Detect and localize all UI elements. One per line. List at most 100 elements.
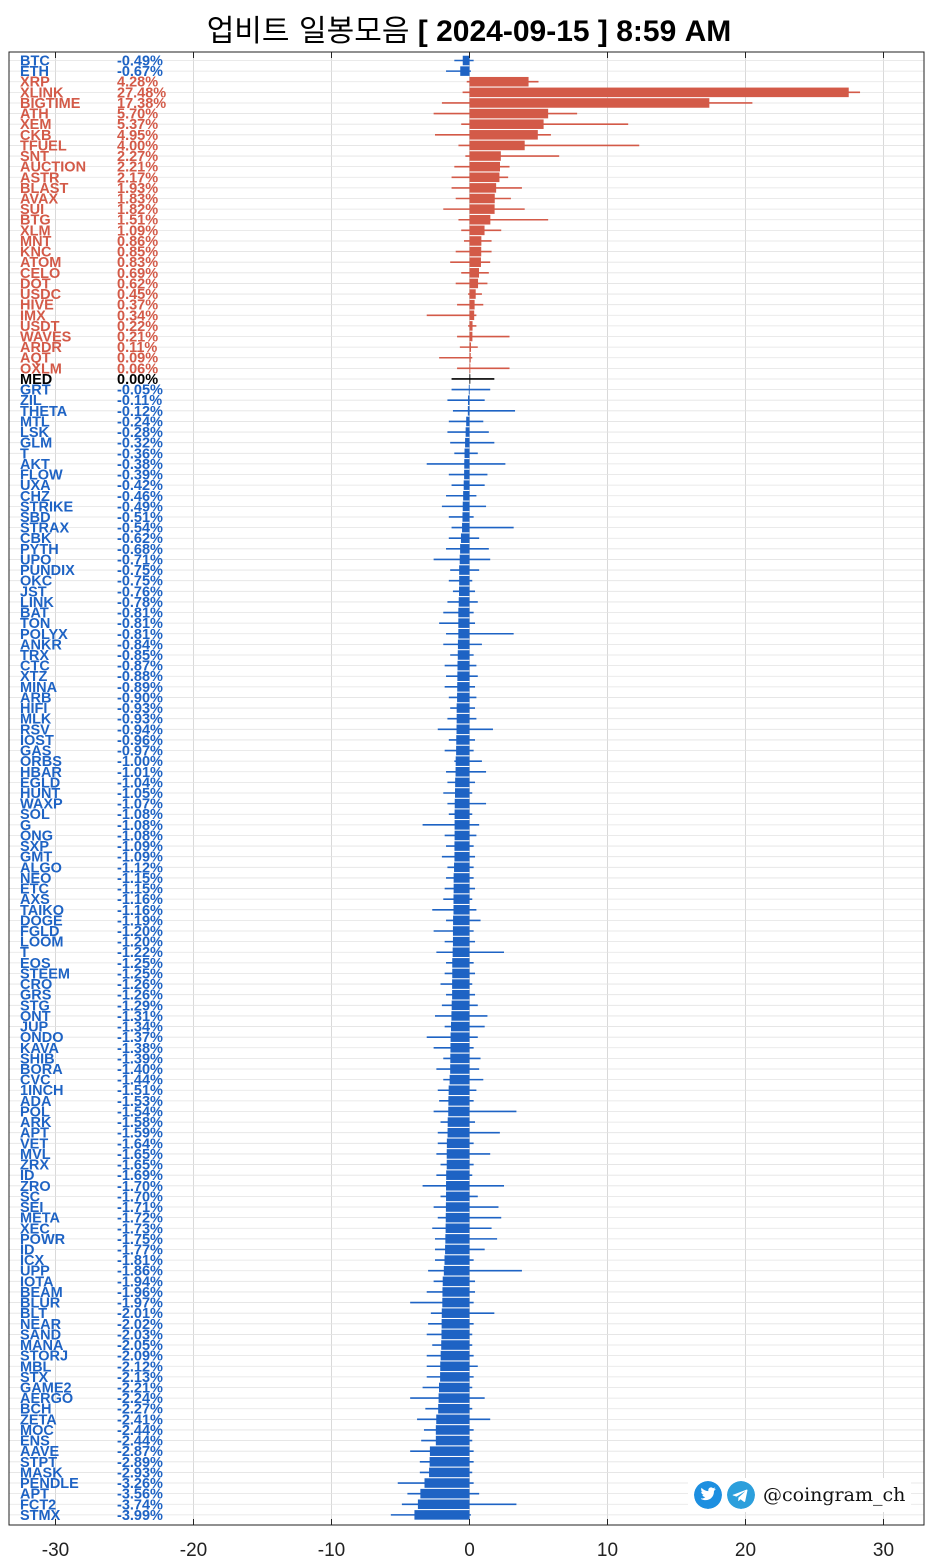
watermark: @coingram_ch [688,1478,912,1512]
coin-label: ARB [20,690,51,706]
bar [452,947,470,958]
pct-label: -0.89% [117,680,163,696]
coin-label: SNT [20,149,49,165]
coin-label: STEEM [20,966,70,982]
coin-label: WAVES [20,330,72,346]
bar [420,1488,470,1499]
pct-label: -2.87% [117,1444,163,1460]
coin-label: LOOM [20,935,64,951]
coin-label: ATOM [20,255,61,271]
row-labels: BTC -0.49% ETH -0.67% XRP 4.28% XLINK 27.48% BIG… [20,54,166,1524]
coin-label: LINK [20,595,54,611]
bar [469,236,482,246]
bar [452,968,470,979]
bar [435,1435,470,1446]
bar [459,575,470,586]
bar [443,1265,470,1276]
bar [447,1127,470,1138]
coin-label: CELO [20,266,60,282]
bar [469,363,471,374]
bar [465,437,470,448]
pct-label: -1.65% [117,1147,163,1163]
bar [455,777,470,788]
coin-label: WAXP [20,797,63,813]
bar [457,660,470,671]
pct-label: -1.15% [117,871,163,887]
pct-label: -0.90% [117,690,163,706]
pct-label: -0.46% [117,489,163,505]
pct-label: -2.89% [117,1455,163,1471]
coin-label: PYTH [20,542,59,558]
pct-label: -1.40% [117,1062,163,1078]
coin-label: STX [20,1370,49,1386]
pct-label: -1.86% [117,1264,163,1280]
bar [449,1074,470,1085]
bar [462,522,470,533]
coin-label: IOST [20,733,54,749]
coin-label: JUP [20,1020,49,1036]
bar [457,682,470,692]
coin-label: G [20,818,31,834]
coin-label: T [20,446,29,462]
coin-label: CKB [20,128,51,144]
bar [441,1319,470,1329]
pct-label: -1.31% [117,1009,163,1025]
coin-label: ZETA [20,1412,57,1428]
coin-label: ID [20,1168,35,1184]
bar [459,565,470,575]
pct-label: -1.44% [117,1073,163,1089]
pct-label: -2.41% [117,1412,163,1428]
title-prefix: 업비트 일봉모음 [206,14,410,49]
pct-label: -2.12% [117,1359,163,1375]
coin-label: USDC [20,287,62,303]
coin-label: MNT [20,234,52,250]
bar [424,1478,470,1488]
twitter-icon [694,1481,722,1509]
coin-label: STORJ [20,1349,68,1365]
bar [469,352,471,363]
coin-label: SOL [20,807,50,823]
coin-label: ID [20,1242,35,1258]
bar [452,979,470,989]
pct-label: -1.08% [117,828,163,844]
coin-label: UXA [20,478,51,494]
coin-label: BCH [20,1402,51,1418]
bar [469,268,480,278]
pct-label: 0.00% [117,372,158,388]
coin-label: TFUEL [20,138,67,154]
bar [453,873,470,883]
coin-label: GMT [20,850,52,866]
pct-label: -2.44% [117,1434,163,1450]
coin-label: NEO [20,871,51,887]
coin-label: CBK [20,531,52,547]
coin-label: 1INCH [20,1083,64,1099]
pct-label: -0.11% [117,393,162,409]
bar [450,1064,470,1074]
coin-label: GRS [20,988,52,1004]
pct-label: -1.75% [117,1232,163,1248]
coin-label: MTL [20,414,50,430]
coin-label: NEAR [20,1317,62,1333]
bar [460,544,470,554]
bar [441,1308,470,1318]
coin-label: DOGE [20,913,63,929]
bar [469,161,500,172]
coin-label: AKT [20,457,50,473]
coin-label: HIFI [20,701,47,717]
pct-label: 4.28% [117,75,158,91]
bar [469,299,475,310]
pct-label: 5.37% [117,117,158,133]
coin-label: POL [20,1104,50,1120]
pct-label: -0.93% [117,701,163,717]
bar [454,841,470,851]
coin-label: ONG [20,828,53,844]
coin-label: BLT [20,1306,47,1322]
bar [439,1382,470,1393]
bar [453,915,470,926]
pct-label: -0.42% [117,478,163,494]
pct-label: -1.05% [117,786,163,802]
coin-label: BORA [20,1062,63,1078]
coin-label: ASTR [20,170,60,186]
pct-label: -1.04% [117,775,163,791]
coin-label: SHIB [20,1051,55,1067]
